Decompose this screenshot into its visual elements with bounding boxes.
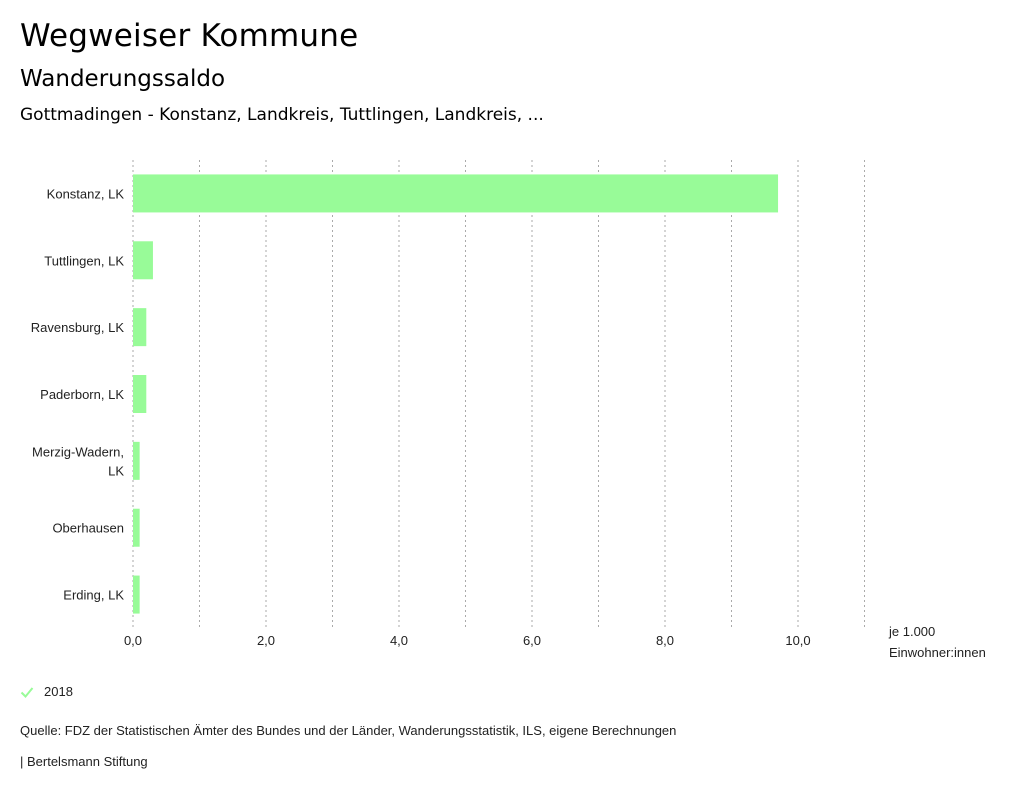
check-icon — [20, 686, 34, 698]
category-label-0: Konstanz, LK — [47, 186, 125, 201]
category-label-2: Ravensburg, LK — [31, 320, 125, 335]
bar-1 — [133, 241, 153, 280]
bar-chart: Konstanz, LK Tuttlingen, LK Ravensburg, LK… — [31, 160, 865, 648]
brand-note: | Bertelsmann Stiftung — [20, 754, 148, 769]
x-tick-label-5: 10,0 — [785, 633, 810, 648]
x-axis-unit-label: je 1.000 Einwohner:innen — [889, 621, 1019, 663]
x-tick-label-1: 2,0 — [257, 633, 275, 648]
x-tick-label-2: 4,0 — [390, 633, 408, 648]
bar-5 — [133, 508, 140, 547]
category-label-5: Oberhausen — [52, 521, 124, 536]
bar-3 — [133, 375, 147, 413]
chart-subtitle: Wanderungssaldo — [20, 66, 226, 92]
legend-label-2018: 2018 — [44, 684, 73, 699]
legend[interactable]: 2018 — [20, 684, 73, 699]
x-tick-label-0: 0,0 — [124, 633, 142, 648]
region-label: Gottmadingen - Konstanz, Landkreis, Tutt… — [20, 105, 544, 125]
x-tick-label-3: 6,0 — [523, 633, 541, 648]
category-label-1: Tuttlingen, LK — [44, 253, 124, 268]
category-label-3: Paderborn, LK — [40, 387, 124, 402]
x-axis-unit-line-1: je 1.000 — [889, 624, 936, 639]
bar-0 — [133, 174, 779, 213]
category-label-4-line-1: LK — [108, 463, 124, 478]
x-tick-label-4: 8,0 — [656, 633, 674, 648]
bar-2 — [133, 308, 147, 347]
bar-6 — [133, 575, 140, 614]
category-label-6: Erding, LK — [63, 588, 124, 603]
source-note: Quelle: FDZ der Statistischen Ämter des … — [20, 723, 677, 738]
page-title: Wegweiser Kommune — [20, 18, 359, 54]
category-label-4-line-0: Merzig-Wadern, — [32, 444, 124, 459]
bar-4 — [133, 441, 140, 480]
x-axis-unit-line-2: Einwohner:innen — [889, 645, 986, 660]
